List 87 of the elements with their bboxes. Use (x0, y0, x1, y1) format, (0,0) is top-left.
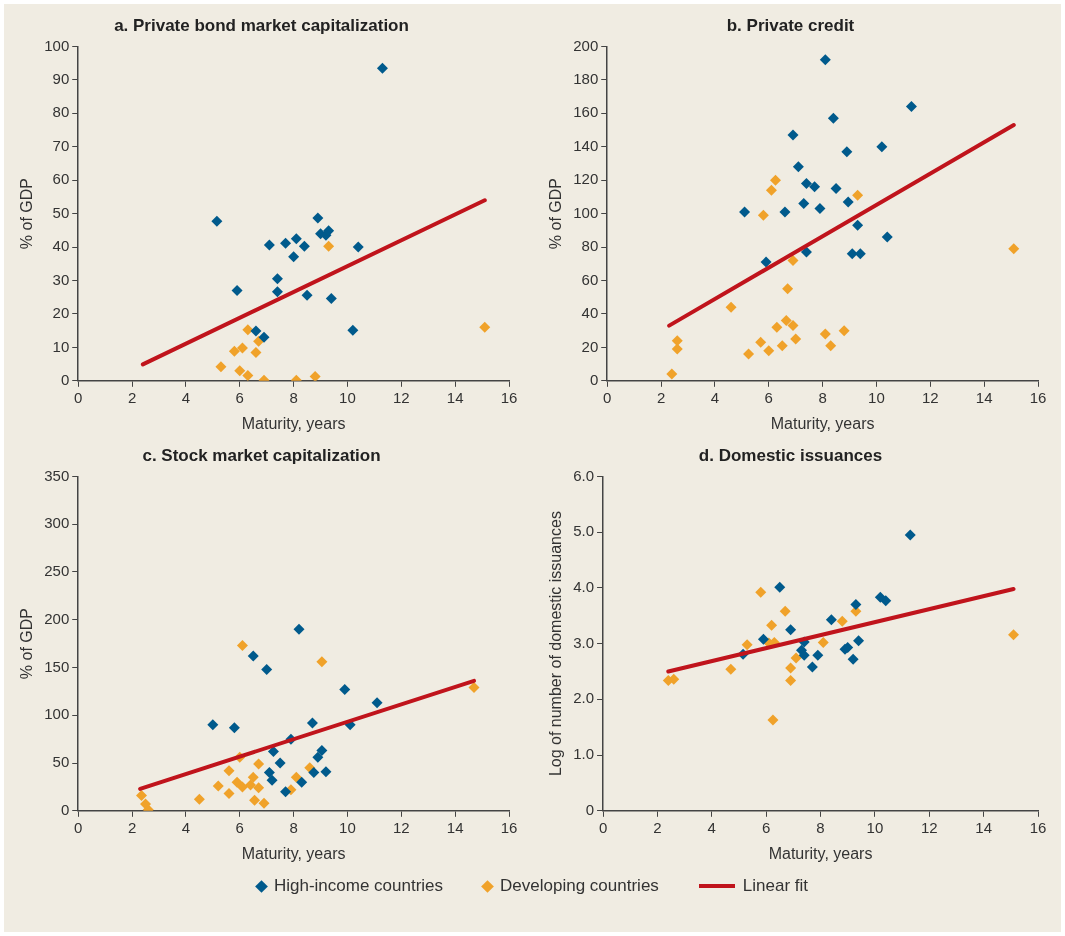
y-tick-label: 40 (52, 237, 70, 255)
x-tick-label: 8 (289, 388, 298, 406)
y-tick-label: 100 (44, 705, 70, 723)
y-tick-label: 20 (581, 337, 599, 355)
y-tick-label: 3.0 (573, 633, 595, 651)
x-tick-label: 8 (289, 818, 298, 836)
x-tick-label: 10 (339, 818, 356, 836)
x-axis-title: Maturity, years (768, 844, 873, 862)
x-tick-label: 16 (1029, 818, 1047, 836)
y-axis-title: Log of number of domestic issuances (547, 511, 565, 777)
y-tick-label: 20 (52, 304, 70, 322)
y-tick-label: 90 (52, 69, 70, 87)
x-tick-label: 14 (975, 818, 992, 836)
chart-title: a. Private bond market capitalization (114, 15, 409, 35)
x-tick-label: 14 (446, 388, 464, 406)
x-tick-label: 14 (975, 388, 993, 406)
y-tick-label: 160 (573, 103, 599, 121)
y-tick-label: 70 (52, 136, 70, 154)
x-tick-label: 14 (446, 818, 464, 836)
y-tick-label: 140 (573, 136, 599, 154)
x-tick-label: 0 (74, 388, 83, 406)
x-tick-label: 6 (764, 388, 773, 406)
y-tick-label: 300 (44, 514, 70, 532)
chart-title: c. Stock market capitalization (142, 445, 381, 465)
x-tick-label: 12 (920, 818, 938, 836)
x-tick-label: 0 (603, 388, 612, 406)
x-axis-title: Maturity, years (770, 414, 875, 432)
y-tick-label: 50 (52, 753, 70, 771)
x-tick-label: 6 (761, 818, 771, 836)
x-tick-label: 16 (500, 388, 518, 406)
y-tick-label: 6.0 (573, 466, 595, 484)
x-tick-label: 6 (235, 818, 244, 836)
x-tick-label: 4 (181, 818, 191, 836)
y-tick-label: 50 (52, 203, 70, 221)
y-tick-label: 80 (581, 237, 599, 255)
y-tick-label: 60 (581, 270, 599, 288)
y-tick-label: 4.0 (573, 578, 595, 596)
y-tick-label: 200 (573, 36, 599, 54)
x-tick-label: 2 (127, 818, 137, 836)
y-axis-title: % of GDP (18, 608, 36, 680)
y-tick-label: 10 (52, 337, 70, 355)
legend-label: Linear fit (742, 876, 809, 896)
y-tick-label: 30 (52, 270, 70, 288)
y-tick-label: 120 (573, 170, 599, 188)
y-tick-label: 40 (581, 304, 599, 322)
y-tick-label: 0 (585, 800, 595, 818)
y-tick-label: 100 (44, 36, 70, 54)
x-axis-title: Maturity, years (241, 414, 346, 432)
x-tick-label: 4 (181, 388, 191, 406)
x-tick-label: 12 (392, 388, 410, 406)
legend-label: Developing countries (500, 876, 659, 896)
x-tick-label: 8 (818, 388, 827, 406)
chart-title: d. Domestic issuances (698, 445, 883, 465)
x-axis-title: Maturity, years (241, 844, 346, 862)
y-tick-label: 250 (44, 562, 70, 580)
y-tick-label: 100 (573, 203, 599, 221)
x-tick-label: 10 (339, 388, 356, 406)
x-tick-label: 10 (866, 818, 884, 836)
legend-label: High-income countries (273, 876, 444, 896)
x-tick-label: 4 (710, 388, 720, 406)
y-tick-label: 180 (573, 69, 599, 87)
y-tick-label: 0 (60, 800, 70, 818)
x-tick-label: 10 (868, 388, 885, 406)
x-tick-label: 4 (707, 818, 716, 836)
y-tick-label: 350 (44, 466, 70, 484)
y-tick-label: 0 (60, 370, 70, 388)
x-tick-label: 0 (74, 818, 83, 836)
x-tick-label: 2 (127, 388, 137, 406)
y-tick-label: 0 (589, 370, 599, 388)
y-axis-title: % of GDP (18, 178, 36, 250)
x-tick-label: 12 (392, 818, 410, 836)
y-tick-label: 1.0 (573, 745, 595, 763)
x-tick-label: 16 (500, 818, 518, 836)
y-axis-title: % of GDP (547, 178, 565, 250)
x-tick-label: 6 (235, 388, 244, 406)
y-tick-label: 150 (44, 657, 70, 675)
y-tick-label: 80 (52, 103, 70, 121)
x-tick-label: 12 (921, 388, 939, 406)
x-tick-label: 2 (653, 818, 662, 836)
chart-title: b. Private credit (726, 15, 855, 35)
x-tick-label: 2 (656, 388, 666, 406)
x-tick-label: 8 (816, 818, 825, 836)
y-tick-label: 2.0 (573, 689, 595, 707)
y-tick-label: 5.0 (573, 522, 595, 540)
y-tick-label: 200 (44, 609, 70, 627)
y-tick-label: 60 (52, 170, 70, 188)
x-tick-label: 16 (1029, 388, 1047, 406)
